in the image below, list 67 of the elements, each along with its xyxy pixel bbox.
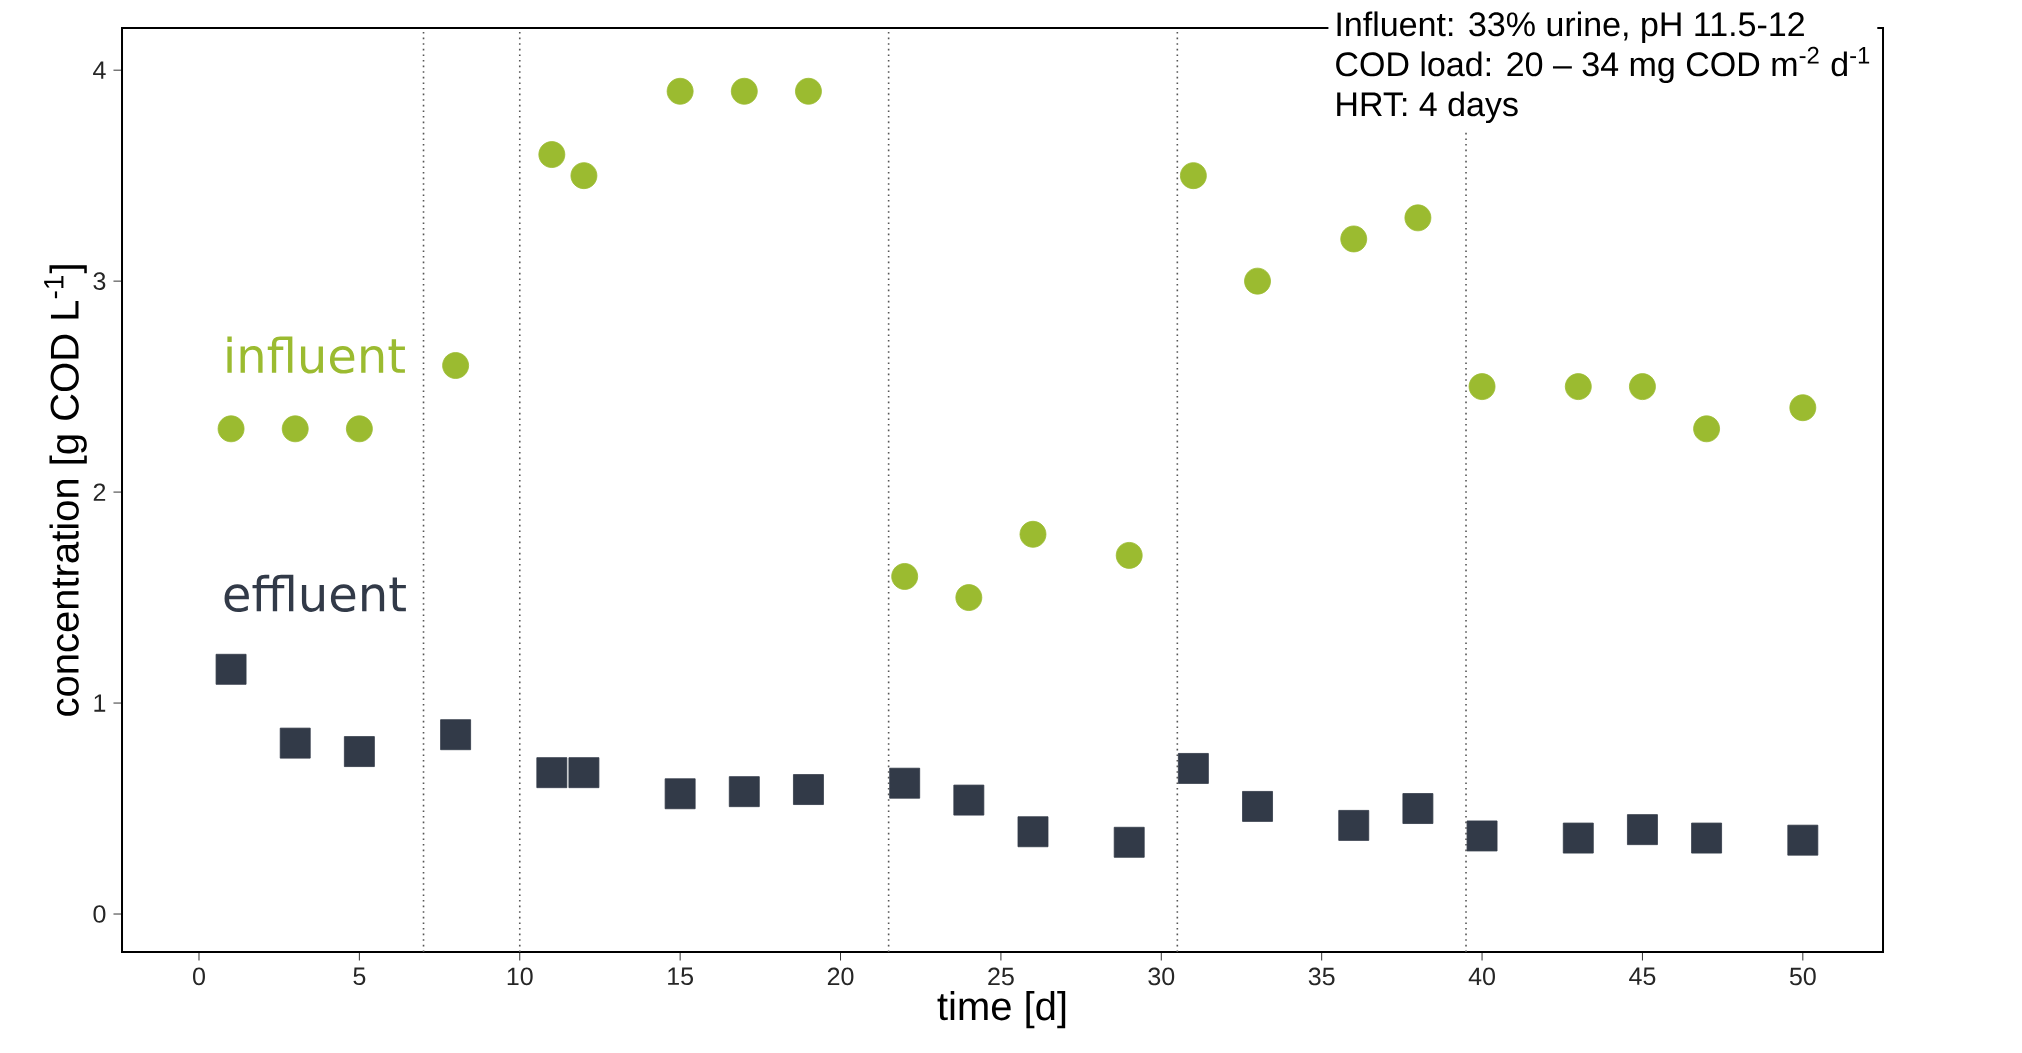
point [570, 162, 598, 190]
point [345, 415, 373, 443]
point [793, 774, 824, 805]
point [1019, 520, 1047, 548]
point [1113, 826, 1145, 858]
point [1564, 373, 1592, 401]
point [1179, 162, 1207, 190]
point [281, 415, 309, 443]
x-tick-label: 20 [827, 967, 854, 986]
point [343, 736, 375, 767]
y-tick-label: 1 [94, 694, 106, 712]
annotation: Influent: 33% urine, pH 11.5-12 [1337, 11, 1804, 44]
point [1242, 791, 1273, 822]
point [664, 778, 696, 810]
point [666, 77, 694, 105]
y-tick-label: 0 [93, 905, 106, 923]
y-tick-label: 4 [93, 61, 106, 79]
point [1629, 373, 1656, 401]
x-tick-label: 10 [507, 967, 533, 986]
point [1787, 824, 1819, 856]
point [1402, 793, 1434, 824]
point [730, 77, 758, 105]
annotation: HRT: 4 days [1337, 91, 1518, 124]
annotation: COD load: 20 – 34 mg COD m$^{-2}$ d$^{-1}$ [1336, 46, 1870, 84]
series-label: effluent [224, 574, 406, 612]
y-tick-label: 2 [93, 483, 106, 501]
x-tick-label: 5 [353, 967, 366, 986]
point [728, 776, 760, 808]
point [891, 563, 919, 590]
point [795, 77, 822, 105]
point [1691, 822, 1722, 854]
point [1627, 814, 1658, 846]
point [1468, 373, 1496, 401]
point [1338, 810, 1370, 841]
point [1017, 816, 1049, 848]
point [1466, 820, 1498, 852]
point [1562, 822, 1594, 854]
x-tick-label: 15 [668, 967, 693, 986]
point [536, 757, 568, 789]
point [1340, 225, 1368, 253]
x-tick-label: 50 [1789, 967, 1816, 986]
point [889, 767, 921, 799]
x-tick-label: 35 [1308, 967, 1335, 986]
point [442, 352, 470, 379]
point [1115, 541, 1143, 569]
y-axis-title: concentration [g COD L$^{-1}$] [44, 265, 87, 716]
point [955, 584, 983, 611]
point [538, 141, 566, 168]
point [953, 784, 985, 816]
x-tick-label: 25 [988, 967, 1014, 986]
point [1404, 204, 1432, 232]
point [1177, 753, 1209, 784]
point [215, 653, 247, 685]
legend-label: influent [227, 336, 405, 374]
point [440, 719, 472, 751]
point [1789, 394, 1817, 422]
point [1693, 415, 1720, 443]
y-tick-label: 3 [93, 272, 106, 290]
point [568, 757, 600, 789]
point [217, 415, 245, 443]
x-axis-title: time [d] [937, 991, 1066, 1029]
x-tick-label: 45 [1629, 967, 1656, 986]
point [1244, 267, 1271, 295]
x-tick-label: 40 [1468, 967, 1495, 986]
x-tick-label: 0 [193, 967, 205, 986]
point [279, 727, 311, 759]
x-tick-label: 30 [1148, 967, 1175, 986]
